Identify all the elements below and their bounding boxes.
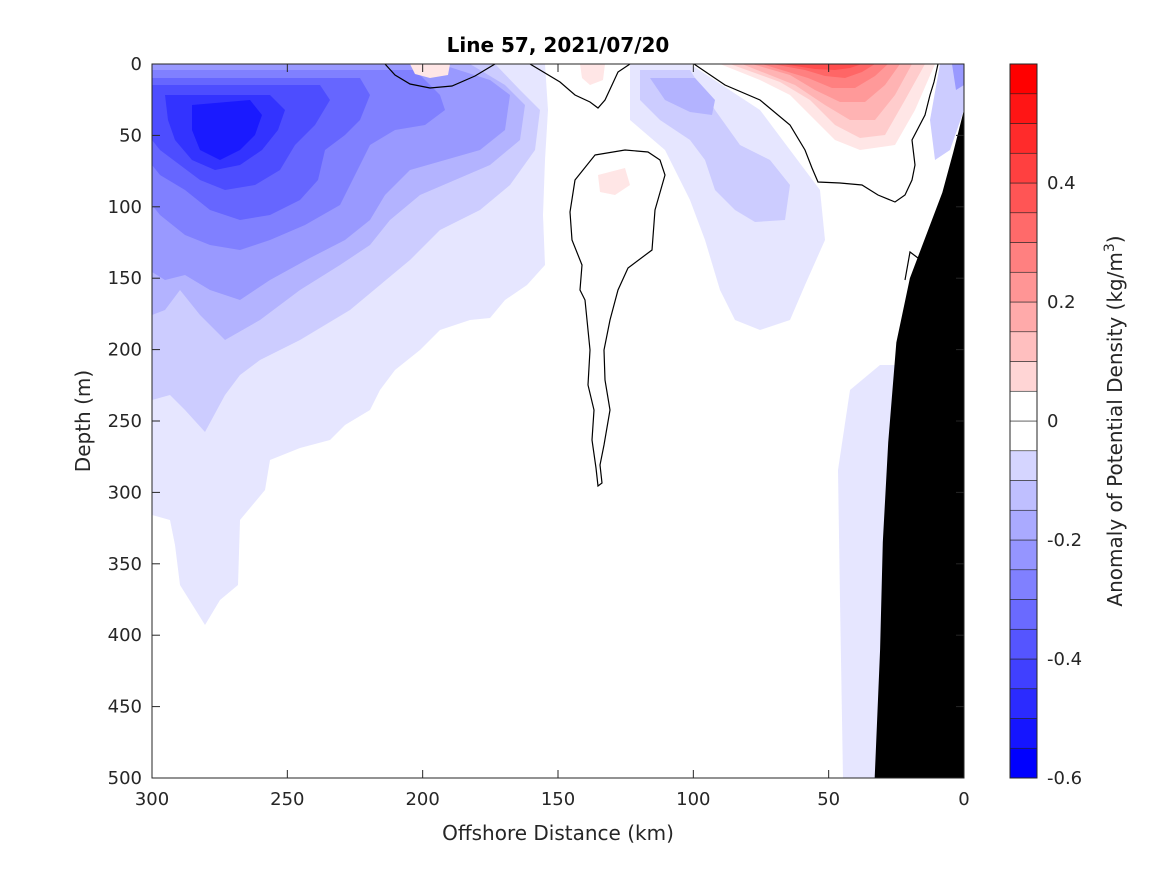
contour-fill-pos-level-7 (782, 64, 862, 70)
colorbar-cell (1009, 599, 1038, 630)
colorbar-cell (1009, 152, 1038, 184)
colorbar-cell (1009, 242, 1038, 273)
contour-fill-pos-small-1 (410, 64, 450, 78)
y-tick-label: 400 (108, 625, 142, 646)
contour-fill-neg-shore-1 (930, 64, 964, 160)
y-tick-label: 0 (131, 54, 142, 75)
colorbar-tick-label: 0.2 (1047, 292, 1076, 313)
contour-fill-neg-shore-2 (952, 64, 964, 90)
y-tick-label: 200 (108, 340, 142, 361)
colorbar-tick-label: -0.6 (1047, 768, 1082, 789)
colorbar-cell (1009, 271, 1038, 303)
colorbar-label-superscript: 3 (1102, 243, 1118, 252)
colorbar-cell (1009, 123, 1038, 154)
colorbar-cell (1009, 569, 1038, 600)
colorbar-cell (1009, 361, 1038, 392)
x-tick-label: 0 (958, 789, 969, 810)
contour-fill-neg-mid-3 (650, 78, 715, 115)
colorbar-cell (1009, 628, 1038, 660)
x-axis: 300 250 200 150 100 50 0 (135, 64, 970, 810)
y-tick-label: 350 (108, 554, 142, 575)
x-tick-label: 50 (817, 789, 840, 810)
contour-fill-neg-level-9 (192, 100, 262, 160)
contour-fill-pos-small-2 (580, 64, 605, 85)
contour-fill-pos-small-3 (598, 168, 630, 195)
y-tick-label: 150 (108, 268, 142, 289)
colorbar-cell (1009, 301, 1038, 333)
colorbar-cell (1009, 182, 1038, 214)
x-tick-label: 250 (270, 789, 304, 810)
x-tick-label: 150 (541, 789, 575, 810)
bathymetry-mask (874, 109, 964, 779)
colorbar-label: Anomaly of Potential Density (kg/m3) (1102, 235, 1127, 606)
colorbar-ticks: -0.6 -0.4 -0.2 0 0.2 0.4 (1047, 173, 1082, 789)
y-tick-label: 300 (108, 482, 142, 503)
colorbar-cell (1009, 212, 1038, 243)
x-tick-label: 300 (135, 789, 169, 810)
colorbar-label-end: ) (1103, 235, 1127, 243)
zero-contour-4 (569, 149, 666, 488)
plot-area: 300 250 200 150 100 50 0 050100150200250300350… (71, 54, 970, 845)
colorbar-cell (1009, 390, 1038, 422)
colorbar-cell (1009, 331, 1038, 362)
zero-contour-1 (384, 64, 496, 89)
colorbar-tick-label: -0.4 (1047, 649, 1082, 670)
colorbar-tick-label: 0.4 (1047, 173, 1076, 194)
x-tick-label: 200 (405, 789, 439, 810)
colorbar-frame (1009, 63, 1038, 779)
colorbar-label-main: Anomaly of Potential Density (kg/m (1103, 252, 1127, 606)
x-tick-label: 100 (676, 789, 710, 810)
y-axis: 0 50 100 150 200 250 300 350 400 450 500 (108, 54, 964, 789)
colorbar-cell (1009, 509, 1038, 541)
chart-title: Line 57, 2021/07/20 (447, 33, 670, 57)
colorbar-cell (1009, 420, 1038, 452)
colorbar-cell (1009, 450, 1038, 481)
colorbar-cell (1009, 688, 1038, 719)
colorbar-cell (1009, 539, 1038, 571)
y-tick-label: 450 (108, 697, 142, 718)
contour-fills (152, 64, 964, 778)
y-tick-label: 100 (108, 197, 142, 218)
zero-contour-lines (384, 64, 939, 488)
colorbar-tick-label: 0 (1047, 411, 1058, 432)
zero-contour-2 (529, 64, 631, 109)
zero-contour-3 (693, 64, 939, 203)
colorbar-cell (1009, 480, 1038, 511)
colorbar-cell (1009, 658, 1038, 690)
colorbar-cell (1009, 718, 1038, 749)
y-tick-label: 250 (108, 411, 142, 432)
colorbar-cell (1009, 747, 1038, 779)
x-axis-label: Offshore Distance (km) (442, 821, 674, 845)
colorbar-tick-label: -0.2 (1047, 530, 1082, 551)
y-tick-label: 50 (119, 125, 142, 146)
y-axis-label: Depth (m) (71, 370, 95, 472)
colorbar-cell (1009, 93, 1038, 124)
colorbar: -0.6 -0.4 -0.2 0 0.2 0.4 Anomaly of Potential… (1009, 63, 1127, 789)
colorbar-cells (1009, 63, 1038, 779)
colorbar-cell (1009, 63, 1038, 95)
contour-fill-neg-mid-2 (640, 70, 790, 222)
y-tick-label: 500 (108, 768, 142, 789)
